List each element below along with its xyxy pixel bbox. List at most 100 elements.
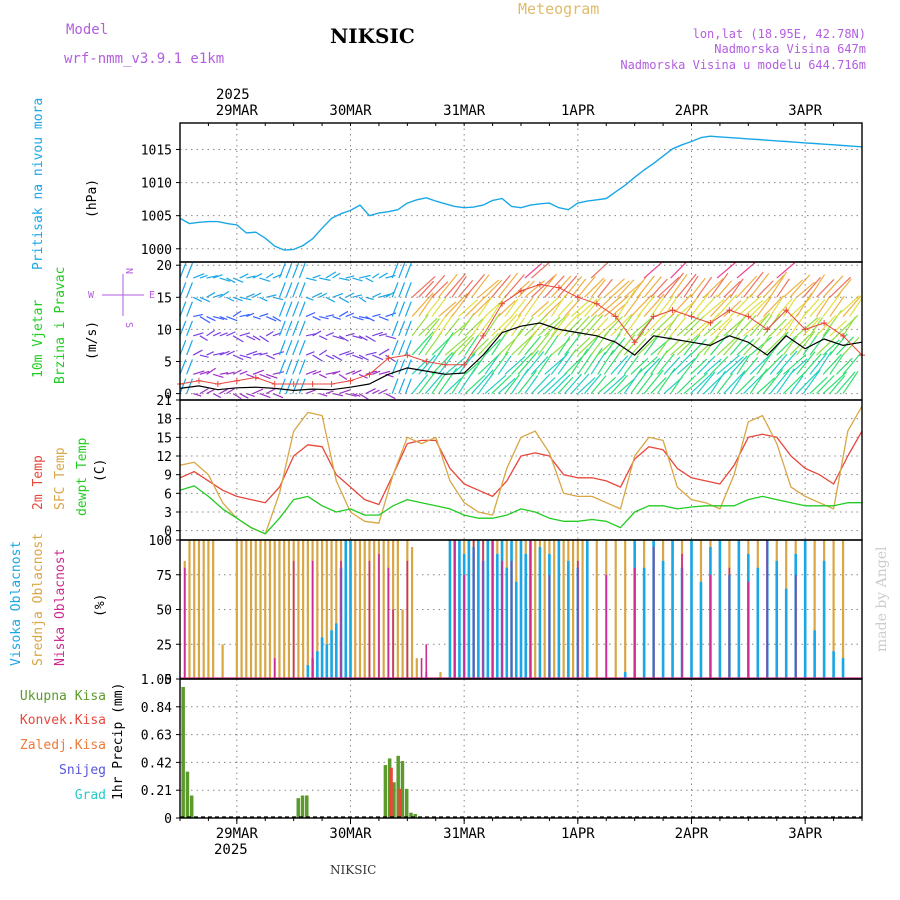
ytick-label: 1.05 [141, 673, 172, 688]
wind-barb [265, 316, 277, 322]
wind-barb [484, 374, 507, 395]
wind-barb [319, 393, 328, 397]
wind-barb [497, 313, 518, 337]
wind-barb [298, 301, 306, 317]
wind-barb [849, 297, 863, 317]
wind-barb [822, 339, 840, 356]
data-layer [177, 135, 865, 818]
wind-barb [676, 300, 696, 318]
wind-barb [358, 354, 370, 361]
wind-barb [365, 316, 375, 322]
wind-barb [835, 278, 852, 298]
wind-barb [517, 350, 539, 375]
wind-barb [590, 331, 609, 356]
wind-barb [736, 262, 756, 279]
wind-barb [809, 329, 830, 356]
wind-barb [723, 356, 744, 375]
wind-barb [842, 353, 861, 375]
wind-barb [497, 300, 516, 317]
wind-barb [511, 334, 534, 356]
wind-barb [577, 298, 598, 318]
wind-barb [186, 301, 193, 317]
wind-barbs-layer [179, 261, 863, 400]
wind-barb [372, 331, 383, 337]
wind-barb [213, 352, 225, 356]
wind-barb [206, 329, 215, 337]
wind-barb [835, 357, 853, 375]
wind-barb [252, 352, 262, 356]
wind-barb [782, 313, 799, 337]
wind-barb [670, 316, 687, 337]
wind-barb [259, 277, 271, 283]
wind-barb [411, 275, 436, 298]
wind-barb [206, 291, 216, 298]
wind-barb [352, 294, 363, 298]
wind-barb [391, 301, 399, 317]
wind-barb [716, 354, 740, 375]
wind-barb [219, 316, 228, 321]
wind-barb [584, 373, 602, 394]
wind-barb [338, 310, 349, 318]
model-elevation: Nadmorska Visina u modelu 644.716m [620, 58, 866, 72]
wind-barb [358, 393, 369, 400]
wind-barb [285, 378, 293, 394]
ytick-label: 0 [164, 525, 172, 540]
wind-barb [603, 316, 623, 337]
year-bottom: 2025 [214, 842, 248, 858]
legend-snow: Snijeg [59, 763, 106, 778]
ytick-label: 1005 [141, 210, 172, 225]
wind-barb [385, 312, 397, 318]
precip-total-bar [409, 812, 413, 818]
wind-barb [743, 337, 761, 356]
wind-gust-marker [214, 380, 221, 387]
wind-barb [378, 272, 388, 279]
wind-gust-marker [252, 374, 259, 381]
wind-barb [756, 314, 773, 337]
wind-barb [491, 351, 509, 375]
wind-barb [610, 313, 633, 337]
wind-barb [179, 339, 187, 356]
wind-barb [530, 373, 551, 394]
wind-barb [570, 337, 591, 356]
wind-barb [663, 314, 679, 337]
wind-barb [676, 375, 697, 395]
wind-barb [365, 388, 376, 395]
wind-barb [438, 331, 454, 356]
wind-barb [398, 359, 406, 375]
wind-barb [637, 356, 658, 375]
wind-barb [723, 300, 742, 317]
temp-ylabel-2m: 2m Temp [31, 455, 46, 510]
wind-barb [524, 296, 539, 317]
pressure-ylabel: Pritisak na nivou mora [31, 98, 46, 270]
wind-barb [670, 261, 687, 279]
wind-barb [444, 293, 468, 317]
wind-barb [438, 313, 454, 337]
wind-barb [590, 317, 609, 337]
wind-barb [809, 299, 826, 317]
wind-barb [418, 280, 435, 298]
wind-barb [391, 378, 399, 394]
wind-barb [756, 334, 771, 356]
wind-barb [199, 370, 210, 375]
wind-barb [769, 297, 783, 317]
wind-barb [438, 349, 458, 375]
wind-barb [252, 369, 264, 375]
wind-barb [312, 292, 323, 298]
wind-barb [352, 315, 364, 321]
wind-barb [431, 281, 449, 298]
ytick-label: 21 [156, 394, 172, 409]
wind-barb [504, 298, 519, 317]
wind-barb [517, 329, 538, 356]
wind-barb [332, 315, 341, 320]
wind-barb [570, 348, 589, 375]
wind-barb [305, 388, 317, 395]
wind-barb [696, 276, 713, 298]
wind-barb [663, 272, 685, 298]
wind-barb [451, 332, 475, 356]
wind-barb [504, 274, 525, 298]
wind-gust-marker [328, 380, 335, 387]
wind-barb [418, 370, 437, 394]
wind-barb [696, 355, 716, 375]
xtick-label-bottom: 29MAR [216, 826, 259, 842]
wind-barb [497, 355, 512, 375]
